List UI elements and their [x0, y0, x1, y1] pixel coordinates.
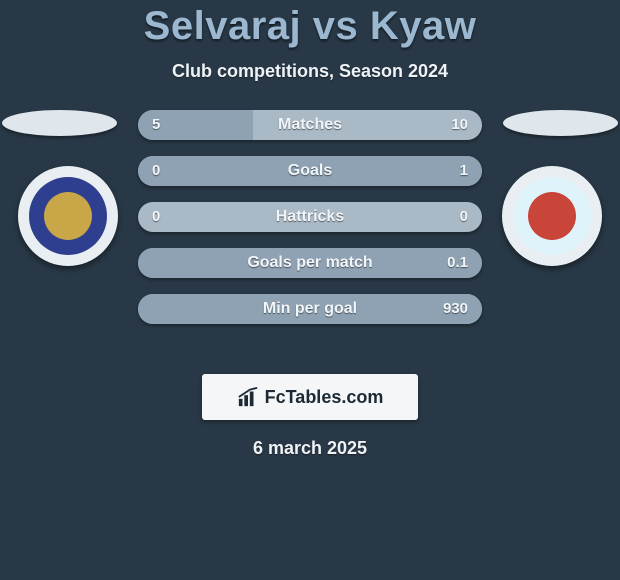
stat-value-right: 10 — [451, 110, 468, 140]
stat-row: Goals per match0.1 — [138, 248, 482, 278]
stat-value-right: 1 — [460, 156, 468, 186]
date-label: 6 march 2025 — [0, 438, 620, 459]
stat-value-right: 930 — [443, 294, 468, 324]
team-badge-right — [502, 166, 602, 266]
stat-row: Min per goal930 — [138, 294, 482, 324]
stat-value-right: 0.1 — [447, 248, 468, 278]
comparison-stage: 5Matches100Goals10Hattricks0Goals per ma… — [0, 110, 620, 370]
brand-badge: FcTables.com — [202, 374, 418, 420]
stat-row: 0Goals1 — [138, 156, 482, 186]
brand-text: FcTables.com — [265, 387, 384, 408]
stat-row: 0Hattricks0 — [138, 202, 482, 232]
pedestal-left — [2, 110, 117, 136]
stat-label: Hattricks — [138, 202, 482, 232]
stat-label: Goals — [138, 156, 482, 186]
stat-label: Min per goal — [138, 294, 482, 324]
crest-left-inner — [44, 192, 92, 240]
stat-label: Matches — [138, 110, 482, 140]
crest-right-inner — [528, 192, 576, 240]
subtitle: Club competitions, Season 2024 — [0, 61, 620, 82]
team-badge-left — [18, 166, 118, 266]
chart-icon — [237, 386, 259, 408]
stat-label: Goals per match — [138, 248, 482, 278]
stat-value-right: 0 — [460, 202, 468, 232]
crest-left — [29, 177, 107, 255]
page-title: Selvaraj vs Kyaw — [0, 0, 620, 49]
stat-bars: 5Matches100Goals10Hattricks0Goals per ma… — [138, 110, 482, 340]
stat-row: 5Matches10 — [138, 110, 482, 140]
crest-right — [513, 177, 591, 255]
pedestal-right — [503, 110, 618, 136]
